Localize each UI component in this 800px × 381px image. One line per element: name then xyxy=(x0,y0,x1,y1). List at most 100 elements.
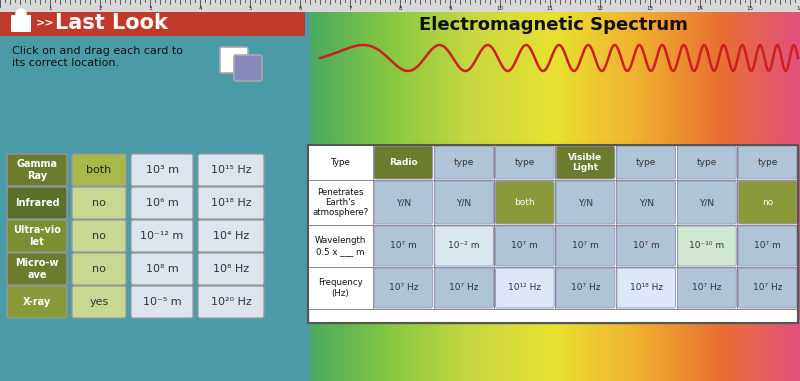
Bar xyxy=(447,0,450,381)
Bar xyxy=(617,0,620,381)
Text: Last Look: Last Look xyxy=(55,13,168,33)
Bar xyxy=(722,0,724,381)
Bar xyxy=(698,0,702,381)
Bar xyxy=(359,0,362,381)
Bar xyxy=(349,0,352,381)
Text: Y/N: Y/N xyxy=(578,198,593,207)
Bar xyxy=(745,0,747,381)
Text: 10⁷ m: 10⁷ m xyxy=(633,242,659,250)
FancyBboxPatch shape xyxy=(556,146,615,179)
Bar xyxy=(498,0,501,381)
FancyBboxPatch shape xyxy=(738,181,797,224)
Bar xyxy=(377,0,380,381)
Bar xyxy=(616,267,677,309)
Bar xyxy=(706,0,708,381)
Bar xyxy=(677,267,738,309)
Text: Y/N: Y/N xyxy=(638,198,654,207)
Bar xyxy=(629,0,631,381)
Bar xyxy=(593,0,595,381)
FancyBboxPatch shape xyxy=(374,146,433,179)
Bar xyxy=(406,0,409,381)
Bar xyxy=(395,0,398,381)
Bar xyxy=(681,0,683,381)
Bar xyxy=(364,0,366,381)
Bar xyxy=(653,0,656,381)
Bar xyxy=(555,0,558,381)
Bar xyxy=(607,0,610,381)
Bar xyxy=(761,0,763,381)
Bar xyxy=(601,0,603,381)
Bar xyxy=(616,225,677,267)
Bar xyxy=(562,0,564,381)
Bar xyxy=(566,0,569,381)
Bar xyxy=(656,0,659,381)
Bar xyxy=(494,225,555,267)
Bar xyxy=(677,225,738,267)
Bar xyxy=(609,0,611,381)
Bar xyxy=(434,267,494,309)
FancyBboxPatch shape xyxy=(495,268,554,308)
Bar xyxy=(624,0,626,381)
FancyBboxPatch shape xyxy=(495,146,554,179)
Bar xyxy=(491,0,494,381)
Bar xyxy=(373,267,434,309)
Bar xyxy=(766,0,768,381)
Bar xyxy=(347,0,350,381)
Bar xyxy=(767,0,770,381)
Text: Infrared: Infrared xyxy=(14,198,59,208)
FancyBboxPatch shape xyxy=(738,146,797,179)
Bar xyxy=(463,0,466,381)
Bar xyxy=(527,0,530,381)
Bar xyxy=(354,0,357,381)
Bar xyxy=(373,145,434,180)
Bar xyxy=(692,0,695,381)
Bar xyxy=(436,0,438,381)
Bar xyxy=(344,0,347,381)
Bar xyxy=(508,0,510,381)
Bar xyxy=(748,0,750,381)
Bar xyxy=(578,0,581,381)
Text: 9: 9 xyxy=(448,6,452,11)
Text: 10¹⁸ Hz: 10¹⁸ Hz xyxy=(630,283,662,293)
Bar xyxy=(694,0,697,381)
Bar xyxy=(646,0,649,381)
Bar xyxy=(687,0,690,381)
Bar xyxy=(428,0,430,381)
Circle shape xyxy=(16,9,26,19)
Bar xyxy=(458,0,462,381)
Text: 10⁷ m: 10⁷ m xyxy=(754,242,781,250)
Bar xyxy=(521,0,523,381)
Bar xyxy=(610,0,613,381)
FancyBboxPatch shape xyxy=(198,187,264,219)
Bar xyxy=(582,0,586,381)
Bar xyxy=(573,0,576,381)
Bar xyxy=(318,0,321,381)
Bar xyxy=(738,225,798,267)
Bar xyxy=(317,0,319,381)
FancyBboxPatch shape xyxy=(678,268,736,308)
Bar xyxy=(759,0,762,381)
Bar xyxy=(632,0,634,381)
FancyBboxPatch shape xyxy=(374,268,433,308)
Text: 10⁷ Hz: 10⁷ Hz xyxy=(692,283,722,293)
Bar xyxy=(535,0,538,381)
Bar xyxy=(383,0,386,381)
Bar xyxy=(778,0,782,381)
Bar xyxy=(439,0,442,381)
Bar xyxy=(781,0,783,381)
Bar xyxy=(373,225,434,267)
FancyBboxPatch shape xyxy=(495,226,554,266)
Bar xyxy=(565,0,567,381)
Bar xyxy=(797,0,799,381)
FancyBboxPatch shape xyxy=(72,286,126,318)
Bar xyxy=(330,0,332,381)
Bar xyxy=(472,0,474,381)
Bar xyxy=(555,267,616,309)
Bar xyxy=(549,0,551,381)
Text: 12: 12 xyxy=(597,6,603,11)
Bar xyxy=(651,0,654,381)
Bar xyxy=(661,0,664,381)
Bar xyxy=(530,0,533,381)
Bar xyxy=(770,0,774,381)
Bar xyxy=(421,0,424,381)
